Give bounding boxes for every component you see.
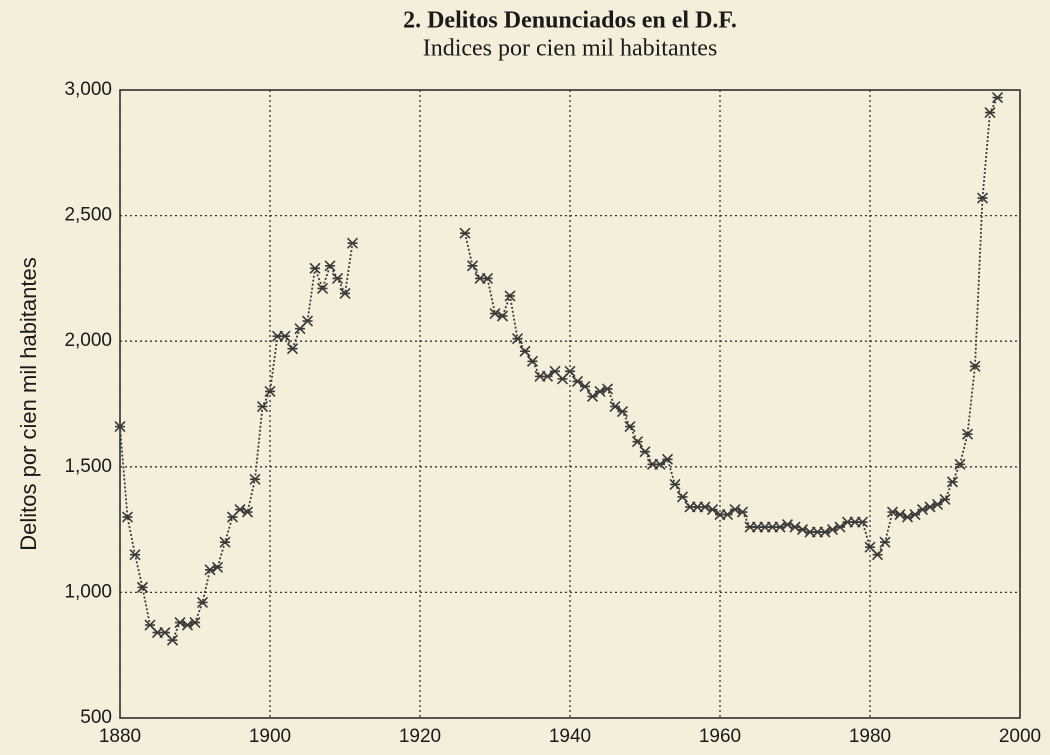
- data-point: [984, 107, 996, 119]
- data-point: [346, 237, 359, 249]
- data-point: [129, 549, 141, 561]
- data-point: [946, 476, 959, 488]
- data-point: [969, 360, 981, 372]
- data-point: [616, 405, 629, 418]
- data-point: [316, 282, 329, 295]
- x-tick-label: 1900: [249, 726, 291, 747]
- data-point: [871, 549, 884, 561]
- data-point: [886, 506, 899, 518]
- y-tick-label: 2,000: [64, 330, 112, 351]
- x-tick-label: 1940: [549, 726, 591, 747]
- data-point: [324, 260, 336, 272]
- data-point: [459, 227, 471, 239]
- data-point: [301, 315, 314, 327]
- data-point: [339, 287, 351, 300]
- data-point: [736, 506, 749, 518]
- data-point: [699, 501, 711, 513]
- data-point: [916, 503, 929, 516]
- data-point: [166, 634, 179, 646]
- data-point: [219, 536, 231, 548]
- data-point: [564, 365, 576, 377]
- data-point: [826, 524, 839, 536]
- y-tick-label: 500: [80, 707, 112, 728]
- data-point: [264, 385, 276, 398]
- data-point: [519, 345, 531, 357]
- data-point: [279, 330, 291, 342]
- data-point: [526, 355, 539, 367]
- data-point: [331, 272, 344, 284]
- data-point: [196, 596, 209, 609]
- x-tick-label: 1920: [399, 726, 441, 747]
- data-point: [661, 453, 674, 465]
- data-point: [114, 421, 126, 433]
- data-point: [489, 308, 501, 320]
- data-point: [121, 511, 134, 523]
- y-tick-label: 2,500: [64, 205, 112, 226]
- data-point: [954, 458, 966, 470]
- data-point: [991, 91, 1004, 104]
- data-point: [579, 380, 591, 392]
- data-point: [774, 521, 786, 533]
- data-point: [939, 493, 951, 506]
- data-point: [309, 262, 321, 274]
- data-point: [241, 506, 254, 518]
- y-tick-label: 3,000: [64, 79, 112, 100]
- data-point: [211, 561, 224, 573]
- data-point: [729, 503, 741, 516]
- data-point: [669, 478, 681, 490]
- data-point: [249, 473, 261, 485]
- plot-frame: [119, 89, 1021, 719]
- data-point: [631, 436, 644, 448]
- data-point: [181, 619, 194, 631]
- data-point: [594, 385, 606, 398]
- chart-title: 2. Delitos Denunciados en el D.F.: [403, 8, 737, 34]
- data-point: [174, 616, 186, 629]
- data-point: [511, 333, 524, 345]
- data-point: [601, 383, 614, 395]
- data-point: [204, 564, 216, 576]
- x-tick-label: 1980: [849, 726, 891, 747]
- y-tick-label: 1,500: [64, 456, 112, 477]
- data-point: [976, 192, 989, 204]
- data-point: [901, 511, 914, 523]
- data-point: [496, 310, 509, 322]
- data-point: [189, 616, 201, 629]
- data-point: [676, 491, 689, 503]
- data-point: [466, 260, 479, 272]
- data-point: [624, 421, 636, 433]
- y-tick-label: 1,000: [64, 581, 112, 602]
- x-tick-label: 1880: [99, 726, 141, 747]
- x-tick-label: 2000: [999, 726, 1041, 747]
- data-point: [639, 446, 651, 458]
- data-point: [961, 428, 974, 440]
- data-point: [819, 526, 831, 538]
- x-tick-label: 1960: [699, 726, 741, 747]
- data-line: [119, 97, 999, 642]
- data-point: [504, 290, 516, 302]
- data-point: [781, 519, 794, 531]
- data-point: [286, 343, 299, 355]
- data-point: [856, 516, 869, 528]
- data-point: [136, 581, 149, 593]
- data-point: [924, 501, 936, 513]
- data-point: [894, 508, 906, 521]
- data-point: [234, 503, 246, 516]
- data-point: [256, 400, 269, 413]
- data-point: [789, 521, 801, 533]
- data-point: [796, 524, 809, 536]
- data-point: [481, 272, 494, 284]
- y-axis-label: Delitos por cien mil habitantes: [16, 257, 41, 550]
- chart-subtitle: Indices por cien mil habitantes: [423, 36, 718, 62]
- data-point: [879, 536, 891, 548]
